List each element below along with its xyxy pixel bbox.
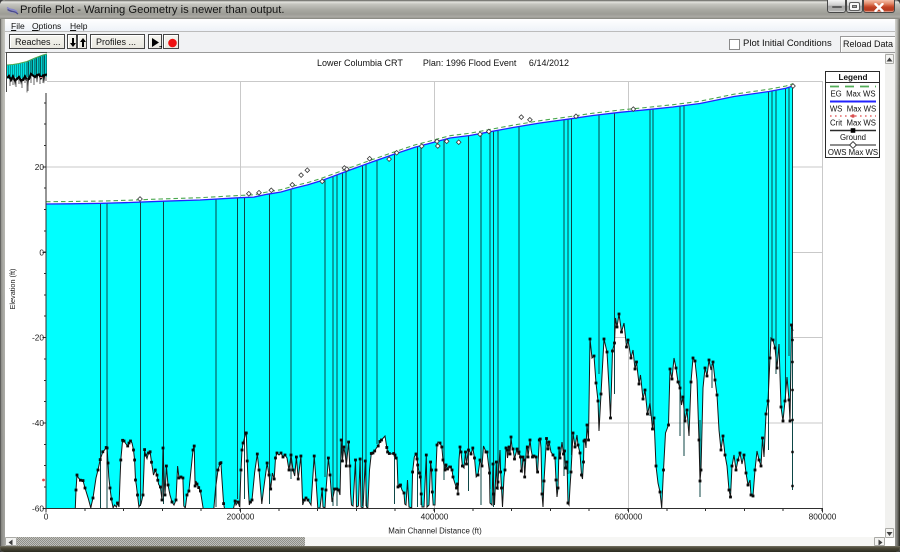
- svg-text:OWS Max WS: OWS Max WS: [828, 148, 878, 157]
- svg-text:Main Channel Distance (ft): Main Channel Distance (ft): [388, 527, 482, 536]
- svg-text:200000: 200000: [227, 512, 255, 522]
- svg-text:-60: -60: [32, 504, 44, 514]
- svg-text:Legend: Legend: [838, 73, 867, 82]
- svg-text:Ground: Ground: [840, 133, 866, 142]
- svg-text:EG Max WS: EG Max WS: [830, 90, 875, 99]
- svg-text:400000: 400000: [421, 512, 449, 522]
- svg-text:Crit Max WS: Crit Max WS: [830, 119, 876, 128]
- svg-text:20: 20: [35, 162, 45, 172]
- svg-text:WS Max WS: WS Max WS: [830, 105, 876, 114]
- svg-text:-20: -20: [32, 333, 44, 343]
- svg-text:-40: -40: [32, 418, 44, 428]
- svg-text:800000: 800000: [809, 512, 837, 522]
- svg-text:0: 0: [39, 247, 44, 257]
- svg-text:0: 0: [44, 512, 49, 522]
- svg-text:600000: 600000: [615, 512, 643, 522]
- svg-text:Lower Columbia CRT Plan: Lower Columbia CRT Plan: 1996 Flood Even…: [317, 58, 569, 68]
- svg-text:Elevation (ft): Elevation (ft): [8, 269, 17, 310]
